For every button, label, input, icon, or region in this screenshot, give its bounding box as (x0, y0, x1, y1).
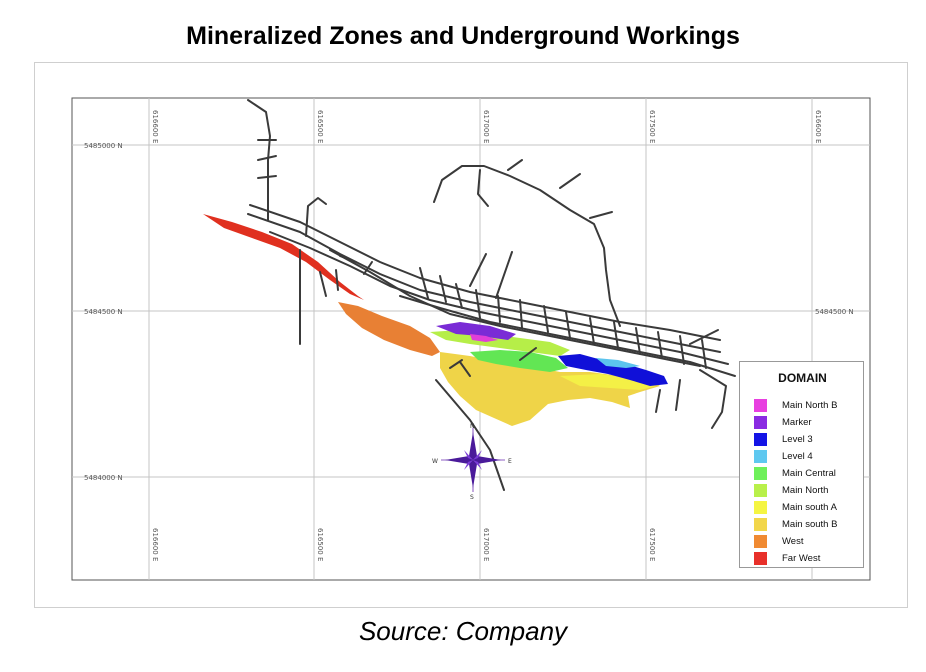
zone-main-south-b (440, 352, 660, 426)
legend-label: Level 4 (782, 450, 813, 462)
legend-label: Main North (782, 484, 829, 496)
underground-workings (247, 99, 736, 491)
legend-swatch (754, 415, 767, 429)
zone-level-4 (596, 358, 640, 368)
legend-label: Main North B (782, 399, 838, 411)
grid-label-bottom: 617500 E (648, 528, 656, 561)
grid-label-left: 5485000 N (84, 142, 123, 150)
legend-label: Marker (782, 416, 812, 428)
grid-label-top: 616600 E (814, 110, 822, 143)
legend-item: Level 3 (754, 432, 813, 446)
legend-label: West (782, 535, 804, 547)
legend-item: Level 4 (754, 449, 813, 463)
legend-item: Main south B (754, 517, 837, 531)
legend-label: Main south A (782, 501, 837, 513)
legend-item: Main North B (754, 398, 837, 412)
legend-item: Main south A (754, 500, 837, 514)
compass-rose: N S E W (432, 423, 512, 501)
legend-item: Main North (754, 483, 828, 497)
map-border (71, 97, 871, 581)
legend-title: DOMAIN (778, 371, 827, 385)
legend-swatch (754, 449, 767, 463)
compass-n: N (470, 423, 475, 430)
zone-west (338, 302, 440, 356)
legend-label: Main Central (782, 467, 836, 479)
legend-swatch (754, 483, 767, 497)
legend-item: West (754, 534, 803, 548)
legend-label: Far West (782, 552, 821, 564)
legend-swatch (754, 517, 767, 531)
legend-swatch (754, 551, 767, 565)
grid-label-top: 616600 E (151, 110, 159, 143)
legend-swatch (754, 398, 767, 412)
compass-s: S (470, 494, 474, 501)
legend-item: Marker (754, 415, 812, 429)
grid-label-top: 616500 E (316, 110, 324, 143)
legend-swatch (754, 432, 767, 446)
grid-label-left: 5484500 N (84, 308, 123, 316)
zone-main-central (470, 350, 568, 372)
zone-marker (436, 322, 516, 340)
legend-label: Level 3 (782, 433, 813, 445)
legend-swatch (754, 500, 767, 514)
legend-label: Main south B (782, 518, 838, 530)
domain-legend: DOMAIN Main North B Marker Level 3 Level… (739, 361, 864, 568)
grid-label-top: 617000 E (482, 110, 490, 143)
legend-swatch (754, 466, 767, 480)
zone-main-south-a (560, 374, 656, 390)
mineralized-zones (203, 214, 668, 426)
grid-label-bottom: 616600 E (151, 528, 159, 561)
zone-main-north-b (470, 334, 498, 342)
legend-item: Far West (754, 551, 820, 565)
grid-label-bottom: 617000 E (482, 528, 490, 561)
grid-label-top: 617500 E (648, 110, 656, 143)
zone-level-3 (558, 354, 668, 386)
page-title: Mineralized Zones and Underground Workin… (186, 22, 740, 50)
grid-label-right: 5484500 N (815, 308, 854, 316)
compass-e: E (508, 458, 512, 465)
compass-w: W (432, 458, 438, 465)
source-caption: Source: Company (358, 616, 568, 646)
grid-label-left: 5484000 N (84, 474, 123, 482)
legend-swatch (754, 534, 767, 548)
legend-item: Main Central (754, 466, 836, 480)
zone-far-west (203, 214, 364, 300)
grid-label-bottom: 616500 E (316, 528, 324, 561)
